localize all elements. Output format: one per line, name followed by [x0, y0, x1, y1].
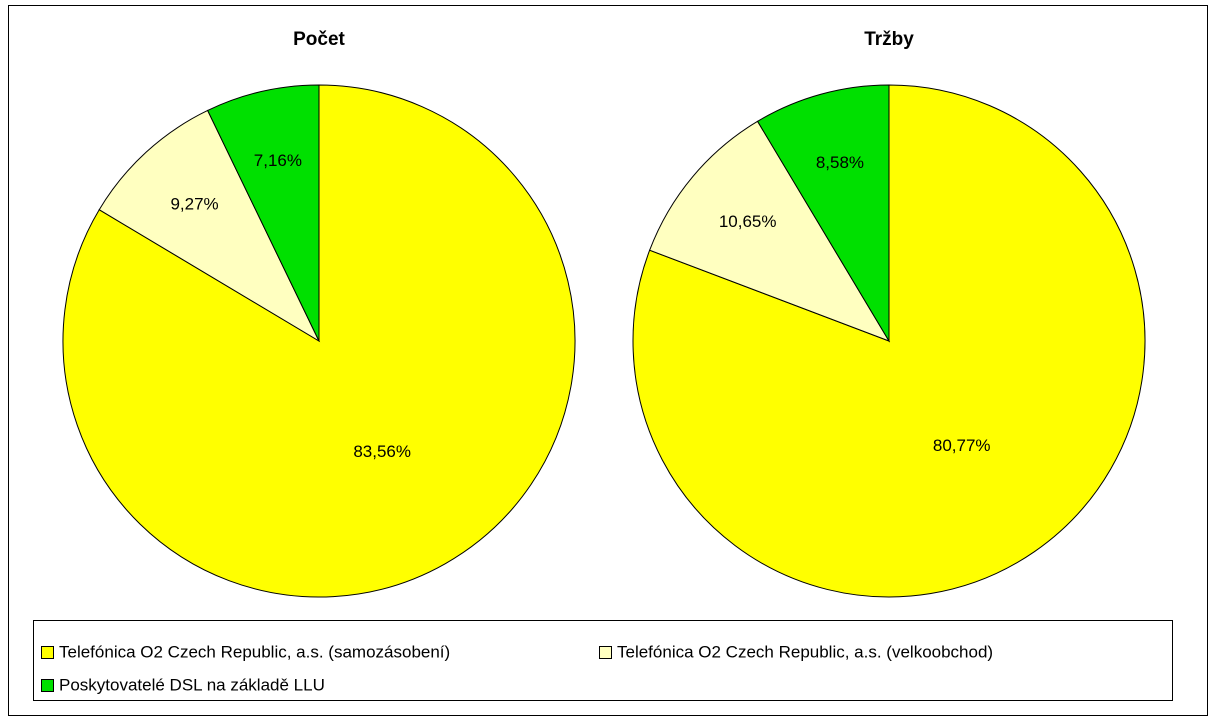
legend-label: Telefónica O2 Czech Republic, a.s. (samo… — [59, 642, 450, 661]
data-label: 80,77% — [933, 436, 991, 455]
legend-label: Poskytovatelé DSL na základě LLU — [59, 675, 325, 694]
pie-slice — [756, 84, 890, 343]
pie-slice — [648, 120, 891, 342]
legend-swatch — [41, 679, 54, 692]
data-label: 7,16% — [254, 151, 302, 170]
pie-slice — [206, 84, 320, 342]
data-label: 83,56% — [353, 442, 411, 461]
legend-label: Telefónica O2 Czech Republic, a.s. (velk… — [617, 642, 993, 661]
pie-slice — [98, 109, 321, 343]
data-label: 9,27% — [170, 195, 218, 214]
legend-box — [33, 620, 1173, 701]
chart-title: Tržby — [864, 29, 914, 50]
legend-swatch — [599, 646, 612, 659]
legend-swatch — [41, 646, 54, 659]
pie-slice — [632, 84, 1146, 598]
data-label: 8,58% — [816, 153, 864, 172]
data-label: 10,65% — [719, 212, 777, 231]
chart-title: Počet — [293, 29, 345, 50]
